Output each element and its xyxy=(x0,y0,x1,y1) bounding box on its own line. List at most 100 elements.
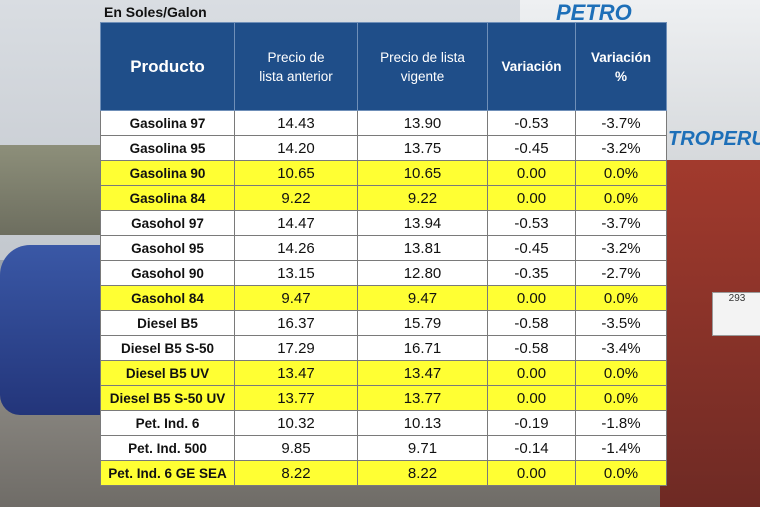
cell-precio-anterior: 17.29 xyxy=(234,335,358,361)
cell-precio-anterior: 10.65 xyxy=(234,160,358,186)
table-row: Diesel B5 S-50 UV 13.77 13.77 0.00 0.0% xyxy=(100,385,667,411)
header-variacion: Variación xyxy=(487,22,576,111)
table-row: Gasohol 84 9.47 9.47 0.00 0.0% xyxy=(100,285,667,311)
header-precio-anterior: Precio de lista anterior xyxy=(234,22,358,111)
cell-precio-anterior: 14.43 xyxy=(234,110,358,136)
cell-variacion: 0.00 xyxy=(487,460,576,486)
header-precio-vigente: Precio de lista vigente xyxy=(357,22,488,111)
cell-precio-anterior: 9.47 xyxy=(234,285,358,311)
table-row: Diesel B5 UV 13.47 13.47 0.00 0.0% xyxy=(100,360,667,386)
cell-variacion: -0.45 xyxy=(487,235,576,261)
cell-variacion: 0.00 xyxy=(487,285,576,311)
cell-variacion-pct: -2.7% xyxy=(575,260,667,286)
header-variacion-pct: Variación% xyxy=(575,22,667,111)
cell-variacion-pct: 0.0% xyxy=(575,160,667,186)
table-row: Gasohol 97 14.47 13.94 -0.53 -3.7% xyxy=(100,210,667,236)
cell-precio-vigente: 9.71 xyxy=(357,435,488,461)
cell-producto: Gasolina 90 xyxy=(100,160,235,186)
header-producto-label: Producto xyxy=(130,57,205,76)
header-producto: Producto xyxy=(100,22,235,111)
cell-precio-anterior: 8.22 xyxy=(234,460,358,486)
units-caption: En Soles/Galon xyxy=(104,4,207,20)
table-header: Producto Precio de lista anterior Precio … xyxy=(100,22,667,111)
cell-precio-anterior: 14.47 xyxy=(234,210,358,236)
cell-producto: Diesel B5 UV xyxy=(100,360,235,386)
cell-precio-vigente: 13.75 xyxy=(357,135,488,161)
cell-precio-vigente: 13.90 xyxy=(357,110,488,136)
table-row: Pet. Ind. 500 9.85 9.71 -0.14 -1.4% xyxy=(100,435,667,461)
cell-precio-anterior: 14.26 xyxy=(234,235,358,261)
cell-precio-anterior: 9.22 xyxy=(234,185,358,211)
cell-precio-anterior: 10.32 xyxy=(234,410,358,436)
cell-precio-anterior: 13.47 xyxy=(234,360,358,386)
cell-producto: Pet. Ind. 500 xyxy=(100,435,235,461)
cell-variacion: -0.45 xyxy=(487,135,576,161)
cell-producto: Gasolina 95 xyxy=(100,135,235,161)
cell-variacion-pct: 0.0% xyxy=(575,185,667,211)
table-row: Gasolina 97 14.43 13.90 -0.53 -3.7% xyxy=(100,110,667,136)
cell-variacion-pct: -3.2% xyxy=(575,235,667,261)
overpass xyxy=(0,145,110,235)
cell-precio-vigente: 12.80 xyxy=(357,260,488,286)
cell-variacion: -0.19 xyxy=(487,410,576,436)
cell-variacion: 0.00 xyxy=(487,160,576,186)
cell-variacion: -0.58 xyxy=(487,335,576,361)
cell-variacion-pct: 0.0% xyxy=(575,285,667,311)
table-row: Gasolina 95 14.20 13.75 -0.45 -3.2% xyxy=(100,135,667,161)
cell-variacion-pct: -1.8% xyxy=(575,410,667,436)
cell-variacion-pct: 0.0% xyxy=(575,460,667,486)
cell-variacion-pct: -3.2% xyxy=(575,135,667,161)
cell-precio-vigente: 8.22 xyxy=(357,460,488,486)
cell-variacion: -0.58 xyxy=(487,310,576,336)
cell-precio-vigente: 15.79 xyxy=(357,310,488,336)
cell-precio-vigente: 9.22 xyxy=(357,185,488,211)
cell-producto: Diesel B5 S-50 xyxy=(100,335,235,361)
cell-precio-vigente: 16.71 xyxy=(357,335,488,361)
cell-precio-anterior: 13.77 xyxy=(234,385,358,411)
brand-logo-top: PETRO xyxy=(556,0,632,25)
header-precio-anterior-l2: lista anterior xyxy=(259,68,333,84)
cell-precio-vigente: 13.77 xyxy=(357,385,488,411)
cell-producto: Gasolina 84 xyxy=(100,185,235,211)
cell-variacion: -0.53 xyxy=(487,210,576,236)
cell-precio-vigente: 9.47 xyxy=(357,285,488,311)
cell-precio-anterior: 9.85 xyxy=(234,435,358,461)
cell-precio-vigente: 13.94 xyxy=(357,210,488,236)
cell-variacion-pct: -3.5% xyxy=(575,310,667,336)
header-variacion-pct-l2: % xyxy=(614,68,627,84)
cell-producto: Pet. Ind. 6 xyxy=(100,410,235,436)
cell-variacion-pct: 0.0% xyxy=(575,385,667,411)
table-row: Pet. Ind. 6 10.32 10.13 -0.19 -1.8% xyxy=(100,410,667,436)
table-row: Gasohol 90 13.15 12.80 -0.35 -2.7% xyxy=(100,260,667,286)
cell-producto: Gasohol 84 xyxy=(100,285,235,311)
table-row: Gasolina 84 9.22 9.22 0.00 0.0% xyxy=(100,185,667,211)
price-table: Producto Precio de lista anterior Precio … xyxy=(100,22,667,486)
header-variacion-pct-l1: Variación xyxy=(590,49,652,65)
cell-producto: Gasohol 97 xyxy=(100,210,235,236)
cell-precio-vigente: 13.47 xyxy=(357,360,488,386)
table-row: Gasohol 95 14.26 13.81 -0.45 -3.2% xyxy=(100,235,667,261)
cell-precio-vigente: 10.13 xyxy=(357,410,488,436)
cell-producto: Gasolina 97 xyxy=(100,110,235,136)
cell-producto: Pet. Ind. 6 GE SEA xyxy=(100,460,235,486)
table-row: Diesel B5 S-50 17.29 16.71 -0.58 -3.4% xyxy=(100,335,667,361)
price-sign: 293 xyxy=(712,292,760,336)
cell-precio-anterior: 16.37 xyxy=(234,310,358,336)
table-row: Pet. Ind. 6 GE SEA 8.22 8.22 0.00 0.0% xyxy=(100,460,667,486)
cell-variacion-pct: -3.7% xyxy=(575,110,667,136)
cell-variacion: -0.53 xyxy=(487,110,576,136)
header-precio-anterior-l1: Precio de xyxy=(267,49,325,65)
table-body: Gasolina 97 14.43 13.90 -0.53 -3.7% Gasolina … xyxy=(100,110,667,486)
cell-variacion: -0.14 xyxy=(487,435,576,461)
brand-logo-side: TROPERU xyxy=(668,128,760,150)
cell-variacion-pct: -3.4% xyxy=(575,335,667,361)
cell-precio-vigente: 10.65 xyxy=(357,160,488,186)
cell-variacion: 0.00 xyxy=(487,360,576,386)
header-precio-vigente-l1: Precio de lista xyxy=(380,49,465,65)
cell-variacion: 0.00 xyxy=(487,385,576,411)
cell-precio-vigente: 13.81 xyxy=(357,235,488,261)
price-sign-text: 293 xyxy=(728,293,746,304)
header-precio-vigente-l2: vigente xyxy=(400,68,445,84)
table-row: Diesel B5 16.37 15.79 -0.58 -3.5% xyxy=(100,310,667,336)
cell-precio-anterior: 14.20 xyxy=(234,135,358,161)
